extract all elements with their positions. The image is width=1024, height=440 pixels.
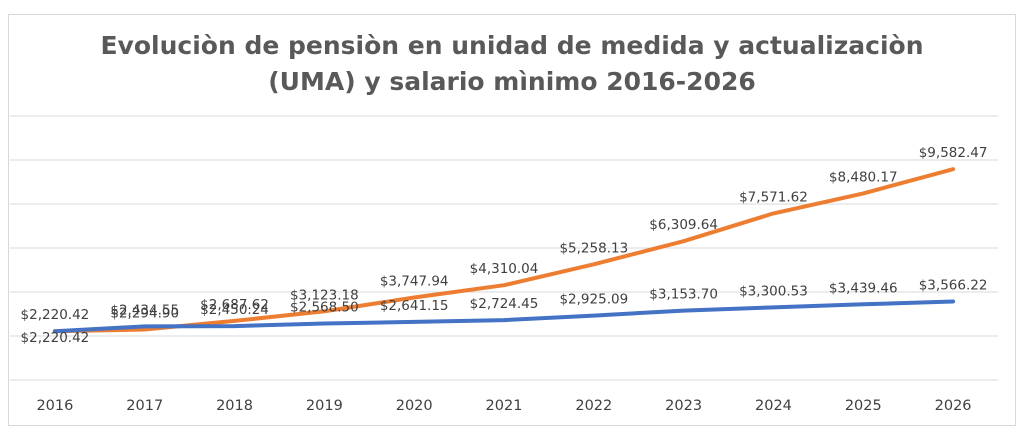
x-tick-label: 2023: [665, 398, 702, 414]
x-tick-label: 2020: [396, 398, 433, 414]
x-tick-label: 2017: [126, 398, 163, 414]
x-tick-label: 2016: [36, 398, 73, 414]
data-label: $3,300.53: [739, 283, 808, 299]
data-label: $3,123.18: [290, 287, 359, 303]
data-label: $2,220.42: [21, 330, 90, 346]
chart-title-line-2: (UMA) y salario mìnimo 2016-2026: [268, 67, 756, 96]
data-label: $2,687.62: [200, 297, 269, 313]
data-label: $8,480.17: [829, 169, 898, 185]
data-label: $3,566.22: [919, 278, 988, 294]
data-label: $2,568.50: [290, 299, 359, 315]
chart-title: Evoluciòn de pensiòn en unidad de medida…: [0, 28, 1024, 100]
data-label: $4,310.04: [470, 261, 539, 277]
x-tick-label: 2026: [935, 398, 972, 414]
series-line-uma: [52, 299, 956, 334]
data-label: $2,724.45: [470, 296, 539, 312]
chart-frame: [8, 14, 1016, 426]
data-label: $6,309.64: [649, 217, 718, 233]
data-label: $2,434.55: [110, 302, 179, 318]
data-label: $7,571.62: [739, 189, 808, 205]
series-line-salario-minimo: [52, 167, 956, 334]
x-tick-label: 2024: [755, 398, 792, 414]
data-label: $2,220.42: [21, 307, 90, 323]
data-label: $5,258.13: [559, 240, 628, 256]
data-label: $2,294.90: [110, 306, 179, 322]
data-label: $9,582.47: [919, 145, 988, 161]
x-tick-label: 2021: [486, 398, 523, 414]
data-label: $2,450.24: [200, 302, 269, 318]
data-label: $3,747.94: [380, 274, 449, 290]
data-label: $2,925.09: [559, 292, 628, 308]
data-label: $2,641.15: [380, 298, 449, 314]
chart-title-line-1: Evoluciòn de pensiòn en unidad de medida…: [100, 31, 924, 60]
x-tick-label: 2018: [216, 398, 253, 414]
data-label: $3,153.70: [649, 287, 718, 303]
x-tick-label: 2019: [306, 398, 343, 414]
x-tick-label: 2022: [575, 398, 612, 414]
data-label: $3,439.46: [829, 280, 898, 296]
x-tick-label: 2025: [845, 398, 882, 414]
